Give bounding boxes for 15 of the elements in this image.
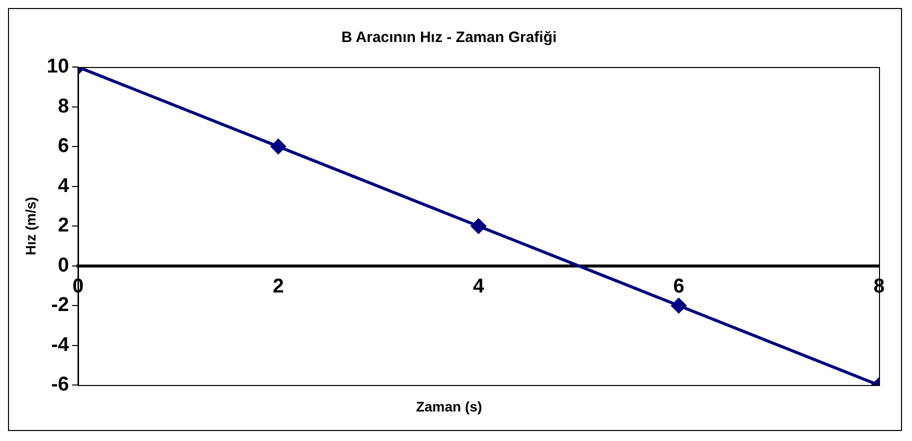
y-tick-label: 8	[58, 95, 70, 118]
x-tick-label: 4	[472, 275, 485, 298]
y-tick-label: 0	[58, 254, 70, 276]
y-tick-label: -6	[51, 374, 70, 396]
x-axis-title: Zaman (s)	[416, 398, 482, 414]
y-tick-label: 4	[58, 174, 70, 197]
y-tick-label: 2	[58, 214, 70, 237]
chart-title: B Aracının Hız - Zaman Grafiği	[341, 29, 557, 46]
y-tick-label: 6	[58, 135, 70, 158]
y-tick-label: -4	[51, 334, 70, 356]
y-axis-title: Hız (m/s)	[22, 196, 38, 256]
x-tick-label: 6	[673, 275, 684, 298]
y-tick-label: 10	[46, 56, 70, 78]
x-tick-label: 2	[272, 275, 284, 298]
y-tick-label: -2	[51, 294, 70, 316]
